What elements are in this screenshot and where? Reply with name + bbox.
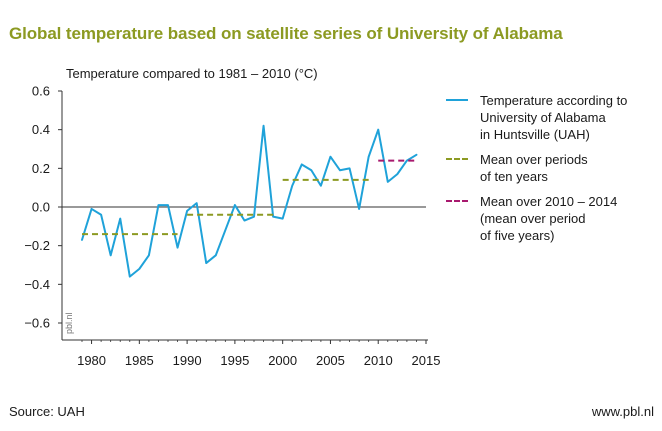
- y-tick-label: −0.2: [24, 238, 50, 253]
- website-link[interactable]: www.pbl.nl: [591, 404, 654, 419]
- legend-item-recent-mean: Mean over 2010 – 2014 (mean over period …: [446, 193, 656, 244]
- chart-title: Global temperature based on satellite se…: [9, 24, 563, 43]
- x-tick-label: 1980: [77, 353, 106, 368]
- legend-item-uah: Temperature according to University of A…: [446, 92, 656, 143]
- x-tick-label: 1990: [173, 353, 202, 368]
- legend-swatch-recent-mean: [446, 200, 468, 202]
- legend-label-ten-year-mean: Mean over periods of ten years: [480, 152, 588, 184]
- y-tick-label: −0.6: [24, 316, 50, 331]
- y-tick-label: 0.2: [32, 161, 50, 176]
- x-tick-label: 2000: [268, 353, 297, 368]
- legend-label-uah: Temperature according to University of A…: [480, 93, 628, 142]
- y-tick-label: 0.0: [32, 200, 50, 215]
- legend-label-recent-mean: Mean over 2010 – 2014 (mean over period …: [480, 194, 618, 243]
- legend: Temperature according to University of A…: [446, 92, 656, 252]
- series-line-uah: [81, 124, 418, 278]
- y-tick-label: 0.4: [32, 122, 50, 137]
- legend-swatch-ten-year-mean: [446, 158, 468, 160]
- y-axis-title: Temperature compared to 1981 – 2010 (°C): [66, 66, 318, 81]
- x-tick-label: 1985: [125, 353, 154, 368]
- y-tick-label: −0.4: [24, 277, 50, 292]
- x-tick-label: 1995: [220, 353, 249, 368]
- x-tick-label: 2015: [412, 353, 441, 368]
- legend-swatch-uah: [446, 99, 468, 101]
- x-tick-label: 2005: [316, 353, 345, 368]
- source-note: Source: UAH: [9, 404, 85, 419]
- y-tick-label: 0.6: [32, 84, 50, 99]
- watermark: pbl.nl: [64, 312, 74, 334]
- x-tick-label: 2010: [364, 353, 393, 368]
- legend-item-ten-year-mean: Mean over periods of ten years: [446, 151, 656, 185]
